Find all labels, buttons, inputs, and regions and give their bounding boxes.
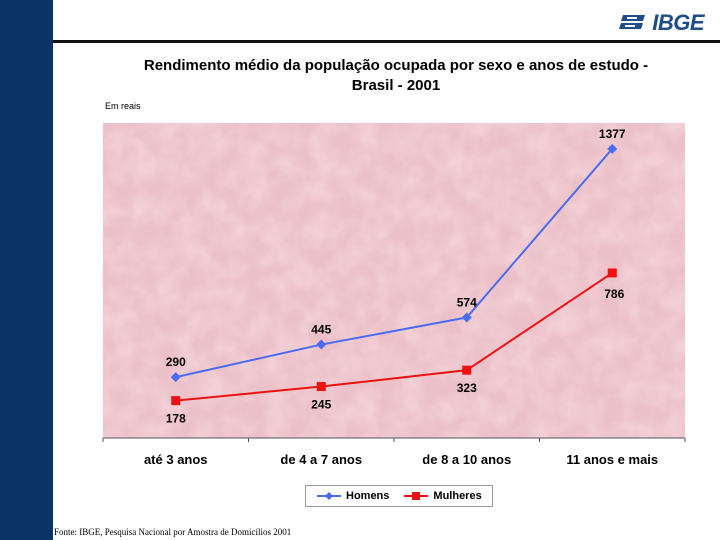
data-point-mulheres: [171, 396, 181, 406]
ibge-logo-icon: [619, 15, 646, 29]
data-point-mulheres: [607, 268, 617, 278]
plot-texture: [103, 123, 685, 438]
legend-label-homens: Homens: [346, 490, 390, 502]
data-point-homens: [607, 143, 618, 154]
header-rule: [53, 40, 720, 43]
x-tick-label: até 3 anos: [144, 452, 208, 467]
data-label-mulheres: 323: [457, 381, 477, 395]
left-side-band: [0, 0, 53, 540]
data-point-homens: [316, 339, 327, 350]
ibge-logo: IBGE: [619, 10, 704, 36]
legend-swatch-homens: [317, 492, 341, 500]
x-tick-label: de 8 a 10 anos: [422, 452, 511, 467]
legend: Homens Mulheres: [305, 485, 493, 507]
chart-title-line1: Rendimento médio da população ocupada po…: [143, 57, 649, 74]
data-label-homens: 445: [311, 323, 331, 337]
legend-item-homens: Homens: [316, 490, 389, 502]
legend-swatch-mulheres: [404, 492, 429, 500]
x-tick-label: de 4 a 7 anos: [280, 452, 362, 467]
logo-text: IBGE: [652, 10, 704, 35]
data-point-mulheres: [316, 382, 326, 392]
y-axis-unit-label: Em reais: [105, 101, 141, 111]
data-label-homens: 574: [457, 295, 477, 309]
data-point-homens: [170, 372, 181, 383]
data-label-mulheres: 245: [311, 398, 331, 412]
data-label-mulheres: 178: [166, 412, 186, 426]
legend-item-mulheres: Mulheres: [403, 490, 482, 502]
data-label-homens: 290: [166, 355, 186, 369]
data-label-homens: 1377: [599, 127, 626, 141]
chart-title: Rendimento médio da população ocupada po…: [100, 56, 692, 96]
data-label-mulheres: 786: [604, 287, 624, 301]
legend-label-mulheres: Mulheres: [433, 490, 482, 502]
source-footnote: Fonte: IBGE, Pesquisa Nacional por Amost…: [54, 527, 292, 537]
series-line-mulheres: [175, 272, 613, 402]
data-point-homens: [461, 312, 472, 323]
x-tick-label: 11 anos e mais: [566, 452, 658, 467]
chart-title-line2: Brasil - 2001: [351, 77, 441, 94]
series-line-homens: [175, 148, 614, 379]
data-point-mulheres: [462, 365, 472, 375]
